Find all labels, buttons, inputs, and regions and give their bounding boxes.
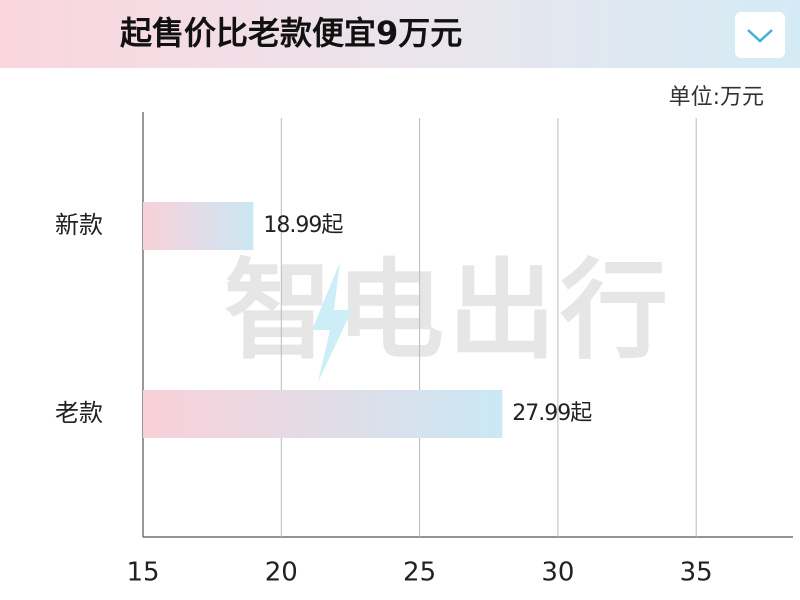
bar xyxy=(143,202,254,250)
unit-label: 单位:万元 xyxy=(669,85,764,110)
chart-title: 起售价比老款便宜9万元 xyxy=(120,14,462,52)
x-tick-label: 25 xyxy=(403,558,436,588)
watermark-text: 智电出行 xyxy=(224,249,672,374)
x-tick-label: 35 xyxy=(680,558,713,588)
x-tick-label: 20 xyxy=(265,558,298,588)
watermark: 智电出行 xyxy=(224,249,672,382)
dropdown-box[interactable] xyxy=(735,12,785,58)
dropdown-button[interactable] xyxy=(735,12,785,58)
x-tick-label: 30 xyxy=(541,558,574,588)
value-label: 18.99起 xyxy=(263,213,343,238)
x-tick-label: 15 xyxy=(126,558,159,588)
y-tick-label: 新款 xyxy=(55,211,103,239)
watermark-bolt xyxy=(312,262,352,382)
chevron-icon[interactable] xyxy=(747,29,773,43)
header-band xyxy=(0,0,800,68)
value-label: 27.99起 xyxy=(512,401,592,426)
bar xyxy=(143,390,503,438)
y-tick-label: 老款 xyxy=(55,399,103,427)
